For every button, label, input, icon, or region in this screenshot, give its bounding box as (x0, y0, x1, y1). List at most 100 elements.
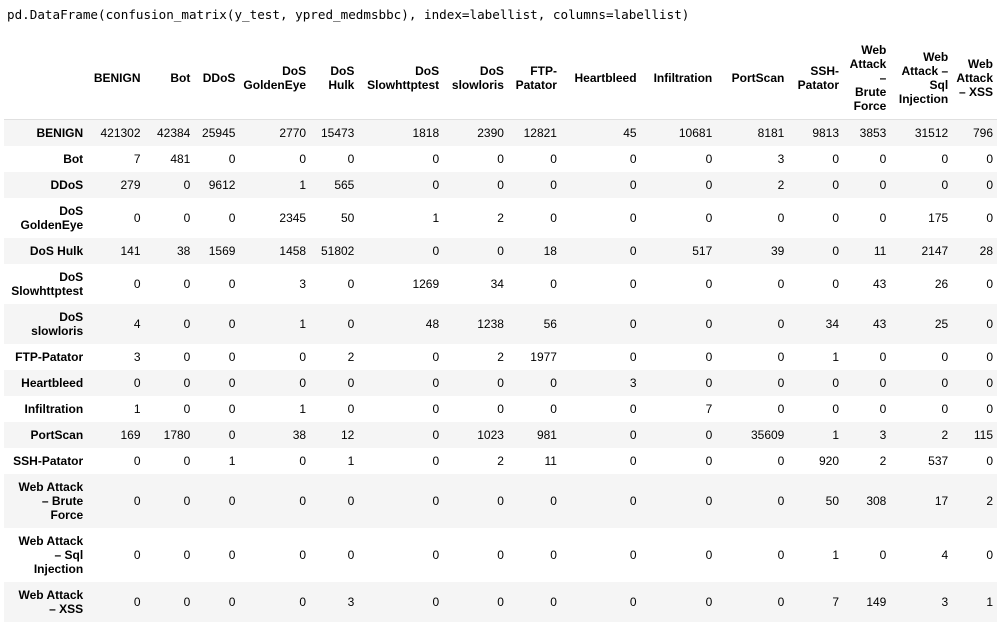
matrix-cell: 0 (629, 427, 637, 442)
matrix-cell: 0 (832, 243, 840, 258)
matrix-cell: 0 (347, 316, 355, 331)
matrix-cell: 0 (629, 316, 637, 331)
table-row: Web Attack – Brute Force 0 0 0 0 0 0 0 0 0 0 0 50 308 17… (4, 473, 997, 528)
label-line: DoS (415, 64, 440, 78)
matrix-cell: 2 (497, 349, 504, 364)
matrix-cell: 0 (941, 375, 949, 390)
matrix-cell: 2345 (279, 210, 307, 225)
code-cell-input[interactable]: pd.DataFrame(confusion_matrix(y_test, yp… (7, 7, 690, 22)
column-header: SSH- Patator (788, 40, 843, 120)
matrix-cell: 0 (183, 453, 191, 468)
matrix-cell: 1 (299, 401, 307, 416)
matrix-cell: 0 (299, 453, 307, 468)
matrix-cell: 0 (228, 210, 236, 225)
table-row: BENIGN 421302 42384 25945 2770 15473 1818 2390 1… (4, 119, 997, 146)
matrix-cell: 2 (497, 210, 504, 225)
matrix-cell: 0 (228, 594, 236, 609)
label-line: Web (861, 43, 887, 57)
matrix-cell: 0 (432, 375, 440, 390)
column-header: DDoS (194, 40, 239, 120)
table-row: Infiltration 1 0 0 1 0 0 0 0 0 7 0 0 0 0 0 (4, 396, 997, 422)
label-line: Bot (63, 151, 84, 166)
matrix-cell: 0 (629, 547, 637, 562)
matrix-cell: 2 (941, 427, 949, 442)
column-header: DoS GoldenEye (239, 40, 310, 120)
matrix-cell: 0 (705, 493, 713, 508)
row-header: DoS Slowhttptest (4, 264, 87, 304)
matrix-cell: 12 (341, 427, 355, 442)
matrix-cell: 0 (550, 493, 557, 508)
label-line: FTP- (530, 64, 557, 78)
matrix-cell: 0 (986, 547, 993, 562)
matrix-cell: 2147 (921, 243, 949, 258)
matrix-cell: 0 (832, 210, 840, 225)
matrix-cell: 3 (879, 427, 887, 442)
matrix-cell: 26 (934, 276, 949, 291)
matrix-cell: 0 (629, 151, 637, 166)
matrix-cell: 0 (432, 151, 440, 166)
matrix-cell: 0 (705, 453, 713, 468)
label-line: Infiltration (653, 71, 713, 85)
matrix-cell: 0 (497, 375, 504, 390)
matrix-cell: 0 (986, 453, 993, 468)
matrix-cell: 3 (133, 349, 141, 364)
label-line: DoS (59, 269, 84, 284)
label-line: Attack (956, 71, 993, 85)
matrix-cell: 0 (347, 401, 355, 416)
matrix-cell: 0 (879, 349, 887, 364)
row-header: DoS Hulk (4, 238, 87, 264)
matrix-cell: 34 (490, 276, 504, 291)
matrix-cell: 796 (972, 125, 993, 140)
matrix-cell: 38 (292, 427, 307, 442)
matrix-cell: 3 (629, 375, 637, 390)
matrix-cell: 279 (120, 177, 141, 192)
label-line: Injection (898, 92, 949, 106)
matrix-cell: 0 (629, 349, 637, 364)
matrix-cell: 0 (299, 594, 307, 609)
matrix-cell: 0 (133, 453, 141, 468)
table-row: Bot 7 481 0 0 0 0 0 0 0 0 3 0 0 0 0 (4, 146, 997, 172)
matrix-cell: 0 (777, 401, 785, 416)
column-header: BENIGN (87, 40, 144, 120)
matrix-cell: 0 (432, 401, 440, 416)
matrix-cell: 0 (705, 349, 713, 364)
matrix-cell: 0 (986, 316, 993, 331)
label-line: – XSS (49, 601, 84, 616)
matrix-cell: 4 (941, 547, 949, 562)
matrix-cell: 0 (832, 151, 840, 166)
row-header: DoS GoldenEye (4, 198, 87, 238)
row-header: BENIGN (4, 120, 87, 146)
label-line: Heartbleed (21, 375, 84, 390)
matrix-cell: 0 (432, 547, 440, 562)
column-header: DoS Slowhttptest (358, 40, 443, 120)
table-header-row: BENIGN Bot DDoS DoS GoldenEye DoS Hulk DoS Slowh… (4, 40, 997, 120)
matrix-cell: 0 (879, 151, 887, 166)
label-line: Bot (170, 71, 191, 85)
matrix-cell: 9813 (812, 125, 840, 140)
label-line: Infiltration (24, 401, 84, 416)
matrix-cell: 0 (879, 547, 887, 562)
row-header: Heartbleed (4, 370, 87, 396)
row-header: Web Attack – XSS (4, 582, 87, 622)
matrix-cell: 0 (705, 151, 713, 166)
matrix-cell: 0 (777, 547, 785, 562)
label-line: BENIGN (36, 125, 84, 140)
matrix-cell: 28 (979, 243, 993, 258)
matrix-cell: 1 (299, 177, 307, 192)
matrix-cell: 0 (183, 177, 191, 192)
matrix-cell: 537 (928, 453, 949, 468)
matrix-cell: 11 (544, 453, 557, 468)
matrix-cell: 2770 (279, 125, 307, 140)
matrix-cell: 0 (629, 243, 637, 258)
label-line: PortScan (731, 71, 785, 85)
matrix-cell: 2390 (477, 125, 504, 140)
matrix-cell: 1569 (208, 243, 236, 258)
matrix-cell: 0 (299, 151, 307, 166)
matrix-cell: 56 (543, 316, 557, 331)
label-line: slowloris (451, 78, 504, 92)
matrix-cell: 0 (133, 493, 141, 508)
matrix-cell: 2 (879, 453, 887, 468)
column-header: Infiltration (641, 40, 717, 120)
label-line: Web (967, 57, 993, 71)
matrix-cell: 0 (629, 453, 637, 468)
